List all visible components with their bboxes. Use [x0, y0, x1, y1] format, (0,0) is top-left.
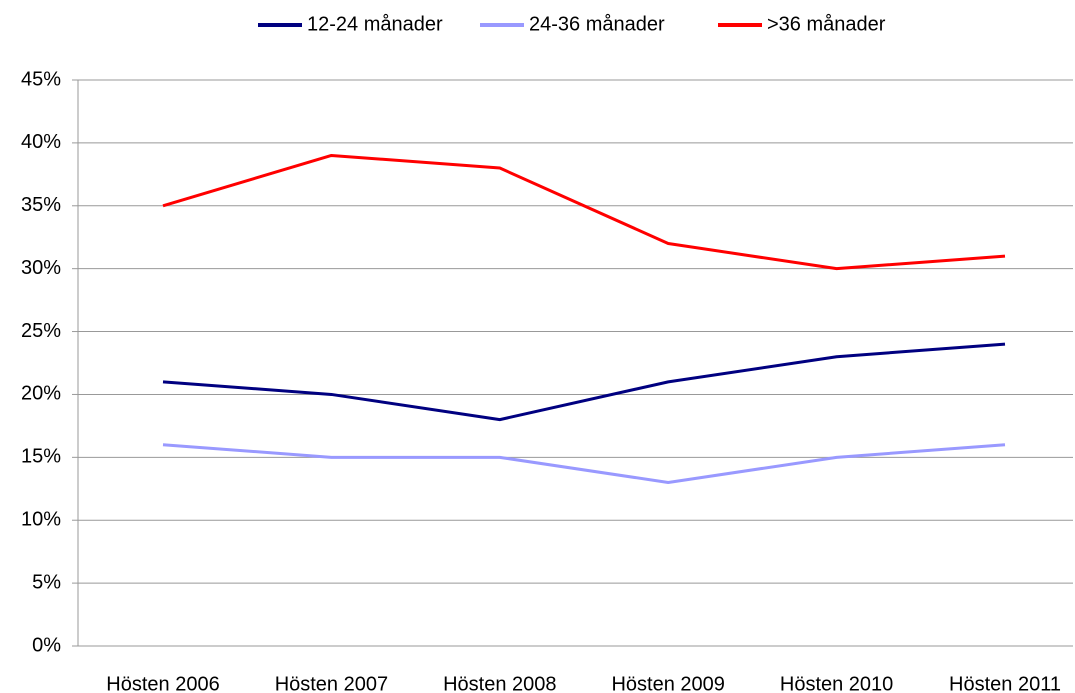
y-tick-label: 0%	[32, 634, 61, 656]
y-tick-label: 45%	[21, 68, 61, 90]
y-tick-label: 5%	[32, 571, 61, 593]
y-tick-label: 35%	[21, 194, 61, 216]
y-tick-label: 20%	[21, 383, 61, 405]
legend-label: 12-24 månader	[307, 13, 443, 35]
series-line	[162, 342, 1006, 422]
series-line	[162, 153, 1006, 271]
legend-label: >36 månader	[767, 13, 886, 35]
x-tick-label: Hösten 2006	[106, 673, 219, 693]
series-line	[162, 443, 1006, 484]
x-tick-label: Hösten 2009	[611, 673, 724, 693]
y-tick-label: 30%	[21, 257, 61, 279]
y-tick-label: 40%	[21, 131, 61, 153]
y-tick-label: 10%	[21, 509, 61, 531]
legend-label: 24-36 månader	[529, 13, 665, 35]
x-tick-label: Hösten 2011	[949, 673, 1061, 693]
y-tick-label: 15%	[21, 446, 61, 468]
y-tick-label: 25%	[21, 320, 61, 342]
x-tick-label: Hösten 2007	[275, 673, 388, 693]
x-tick-label: Hösten 2010	[780, 673, 893, 693]
x-tick-label: Hösten 2008	[443, 673, 556, 693]
